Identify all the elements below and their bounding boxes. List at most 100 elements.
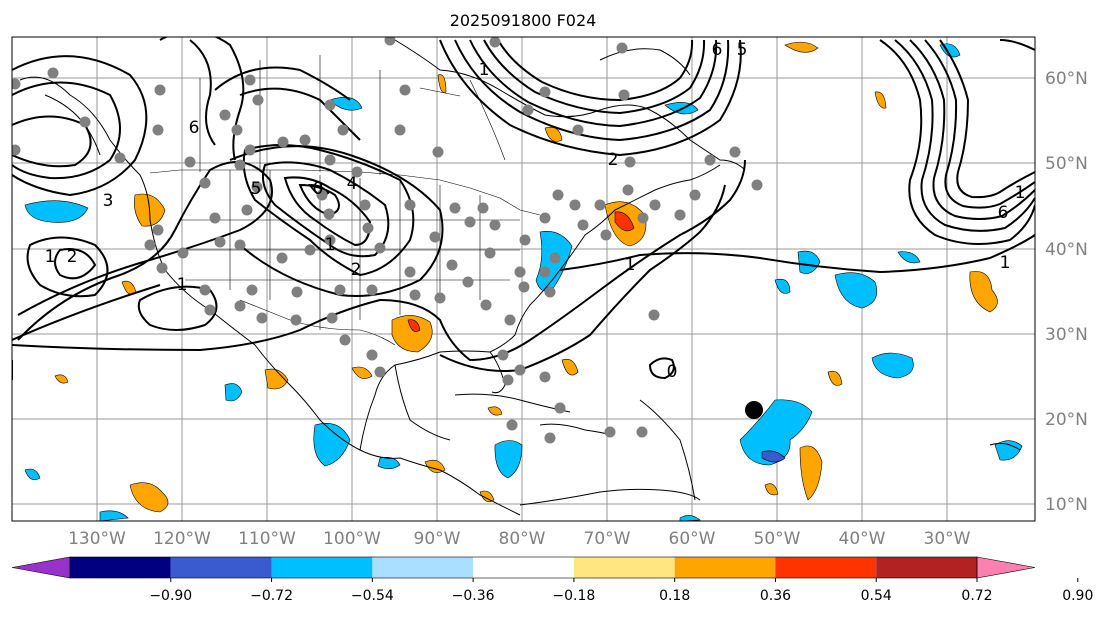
colorbar-tick-label: −0.54 [351, 588, 394, 604]
contour-label: 6 [998, 203, 1009, 223]
blue-patch [797, 250, 821, 274]
colorbar: −0.90 −0.72 −0.54 −0.36 −0.18 0.18 0.36 0.54 0.7… [11, 556, 1093, 604]
contour-label: 1 [45, 247, 56, 267]
colorbar-tick-label: 0.54 [861, 588, 892, 604]
contour-label: 5 [737, 40, 748, 60]
contour-label: 1 [1000, 253, 1011, 273]
blue-patch [774, 278, 791, 294]
colorbar-tick-label: 0.90 [1062, 588, 1093, 604]
colorbar-extend-high [976, 556, 1036, 579]
contour-label: 1 [325, 235, 336, 255]
lat-label: 30°N [1045, 325, 1088, 345]
lon-label: 70°W [584, 529, 631, 549]
contour-label: 2 [67, 247, 78, 267]
lon-label: 40°W [839, 529, 886, 549]
lon-label: 80°W [499, 529, 546, 549]
blue-patch [994, 440, 1023, 461]
colorbar-tick-label: 0.18 [659, 588, 690, 604]
colorbar-swatch [170, 557, 272, 578]
contour-label: 0 [313, 179, 324, 199]
lat-label: 20°N [1045, 410, 1088, 430]
blue-patch [679, 515, 701, 521]
orange-patch [561, 358, 579, 376]
lon-label: 60°W [669, 529, 716, 549]
contour-label: 4 [347, 174, 358, 194]
orange-patch [784, 41, 819, 53]
orange-patch [437, 74, 447, 93]
lat-label: 40°N [1045, 240, 1088, 260]
contour-lines [12, 37, 1035, 380]
colorbar-tick-label: 0.72 [961, 588, 992, 604]
contour-label: 6 [712, 40, 723, 60]
blue-patch [313, 423, 351, 467]
contour-label: 0 [667, 362, 678, 382]
lon-axis: 130°W 120°W 110°W 100°W 90°W 80°W 70°W 6… [68, 529, 971, 549]
orange-patch [799, 445, 823, 501]
colorbar-swatch [372, 557, 474, 578]
contour-label: 2 [608, 150, 619, 170]
blue-patch [739, 399, 813, 466]
orange-patch [487, 406, 503, 416]
blue-patch [377, 457, 401, 470]
colorbar-tick-label: −0.18 [552, 588, 595, 604]
contour-label: 2 [351, 260, 362, 280]
blue-patch [224, 383, 243, 402]
lat-label: 50°N [1045, 154, 1088, 174]
blue-patch [24, 200, 89, 223]
orange-patch [407, 319, 421, 332]
station-markers [12, 37, 763, 444]
blue-patch [494, 440, 523, 479]
blue-patch [761, 450, 786, 463]
contour-label: 1 [479, 60, 490, 80]
colorbar-extend-low [11, 556, 71, 579]
lon-label: 90°W [414, 529, 461, 549]
contour-label: 1 [177, 275, 188, 295]
political-borders [149, 55, 541, 346]
colorbar-swatch [775, 557, 877, 578]
blue-patch [99, 510, 129, 521]
lon-label: 50°W [754, 529, 801, 549]
contour-label: 3 [103, 191, 114, 211]
colorbar-swatch [573, 557, 675, 578]
lon-label: 110°W [238, 529, 296, 549]
colorbar-tick-label: 0.36 [760, 588, 791, 604]
colorbar-tick-label: −0.36 [452, 588, 495, 604]
orange-patch [969, 271, 998, 313]
lon-label: 120°W [153, 529, 211, 549]
colorbar-swatch [674, 557, 776, 578]
map-frame [11, 36, 1036, 522]
contour-label-group: 6 3 2 1 1 5 4 2 1 0 1 6 5 2 1 6 1 1 0 [45, 40, 1026, 382]
storm-center-marker [745, 401, 763, 419]
blue-patch [329, 97, 363, 111]
map-title: 2025091800 F024 [450, 11, 597, 30]
blue-patch [871, 352, 914, 379]
colorbar-border [69, 556, 978, 579]
lon-label: 30°W [924, 529, 971, 549]
orange-patch [479, 490, 495, 503]
blue-patch [834, 272, 878, 309]
orange-patch [129, 482, 169, 513]
lat-label: 10°N [1045, 495, 1088, 515]
orange-patch [827, 370, 843, 386]
lat-label: 60°N [1045, 69, 1088, 89]
orange-patch [391, 315, 433, 353]
lon-label: 130°W [68, 529, 126, 549]
lon-label: 100°W [323, 529, 381, 549]
blue-patch [24, 468, 41, 481]
orange-patch [54, 374, 69, 384]
blue-patch [897, 251, 921, 264]
contour-label: 1 [1015, 183, 1026, 203]
orange-patch [351, 366, 373, 379]
colorbar-tick-label: −0.90 [149, 588, 192, 604]
orange-patch [264, 368, 289, 390]
orange-patch [874, 91, 887, 109]
colorbar-tick-label: −0.72 [250, 588, 293, 604]
contour-label: 6 [189, 118, 200, 138]
orange-patch [764, 483, 779, 496]
lat-axis: 60°N 50°N 40°N 30°N 20°N 10°N [1045, 69, 1088, 515]
contour-label: 5 [251, 179, 262, 199]
colorbar-swatch [70, 557, 171, 578]
colorbar-swatch [876, 557, 977, 578]
colorbar-swatch [473, 557, 574, 578]
